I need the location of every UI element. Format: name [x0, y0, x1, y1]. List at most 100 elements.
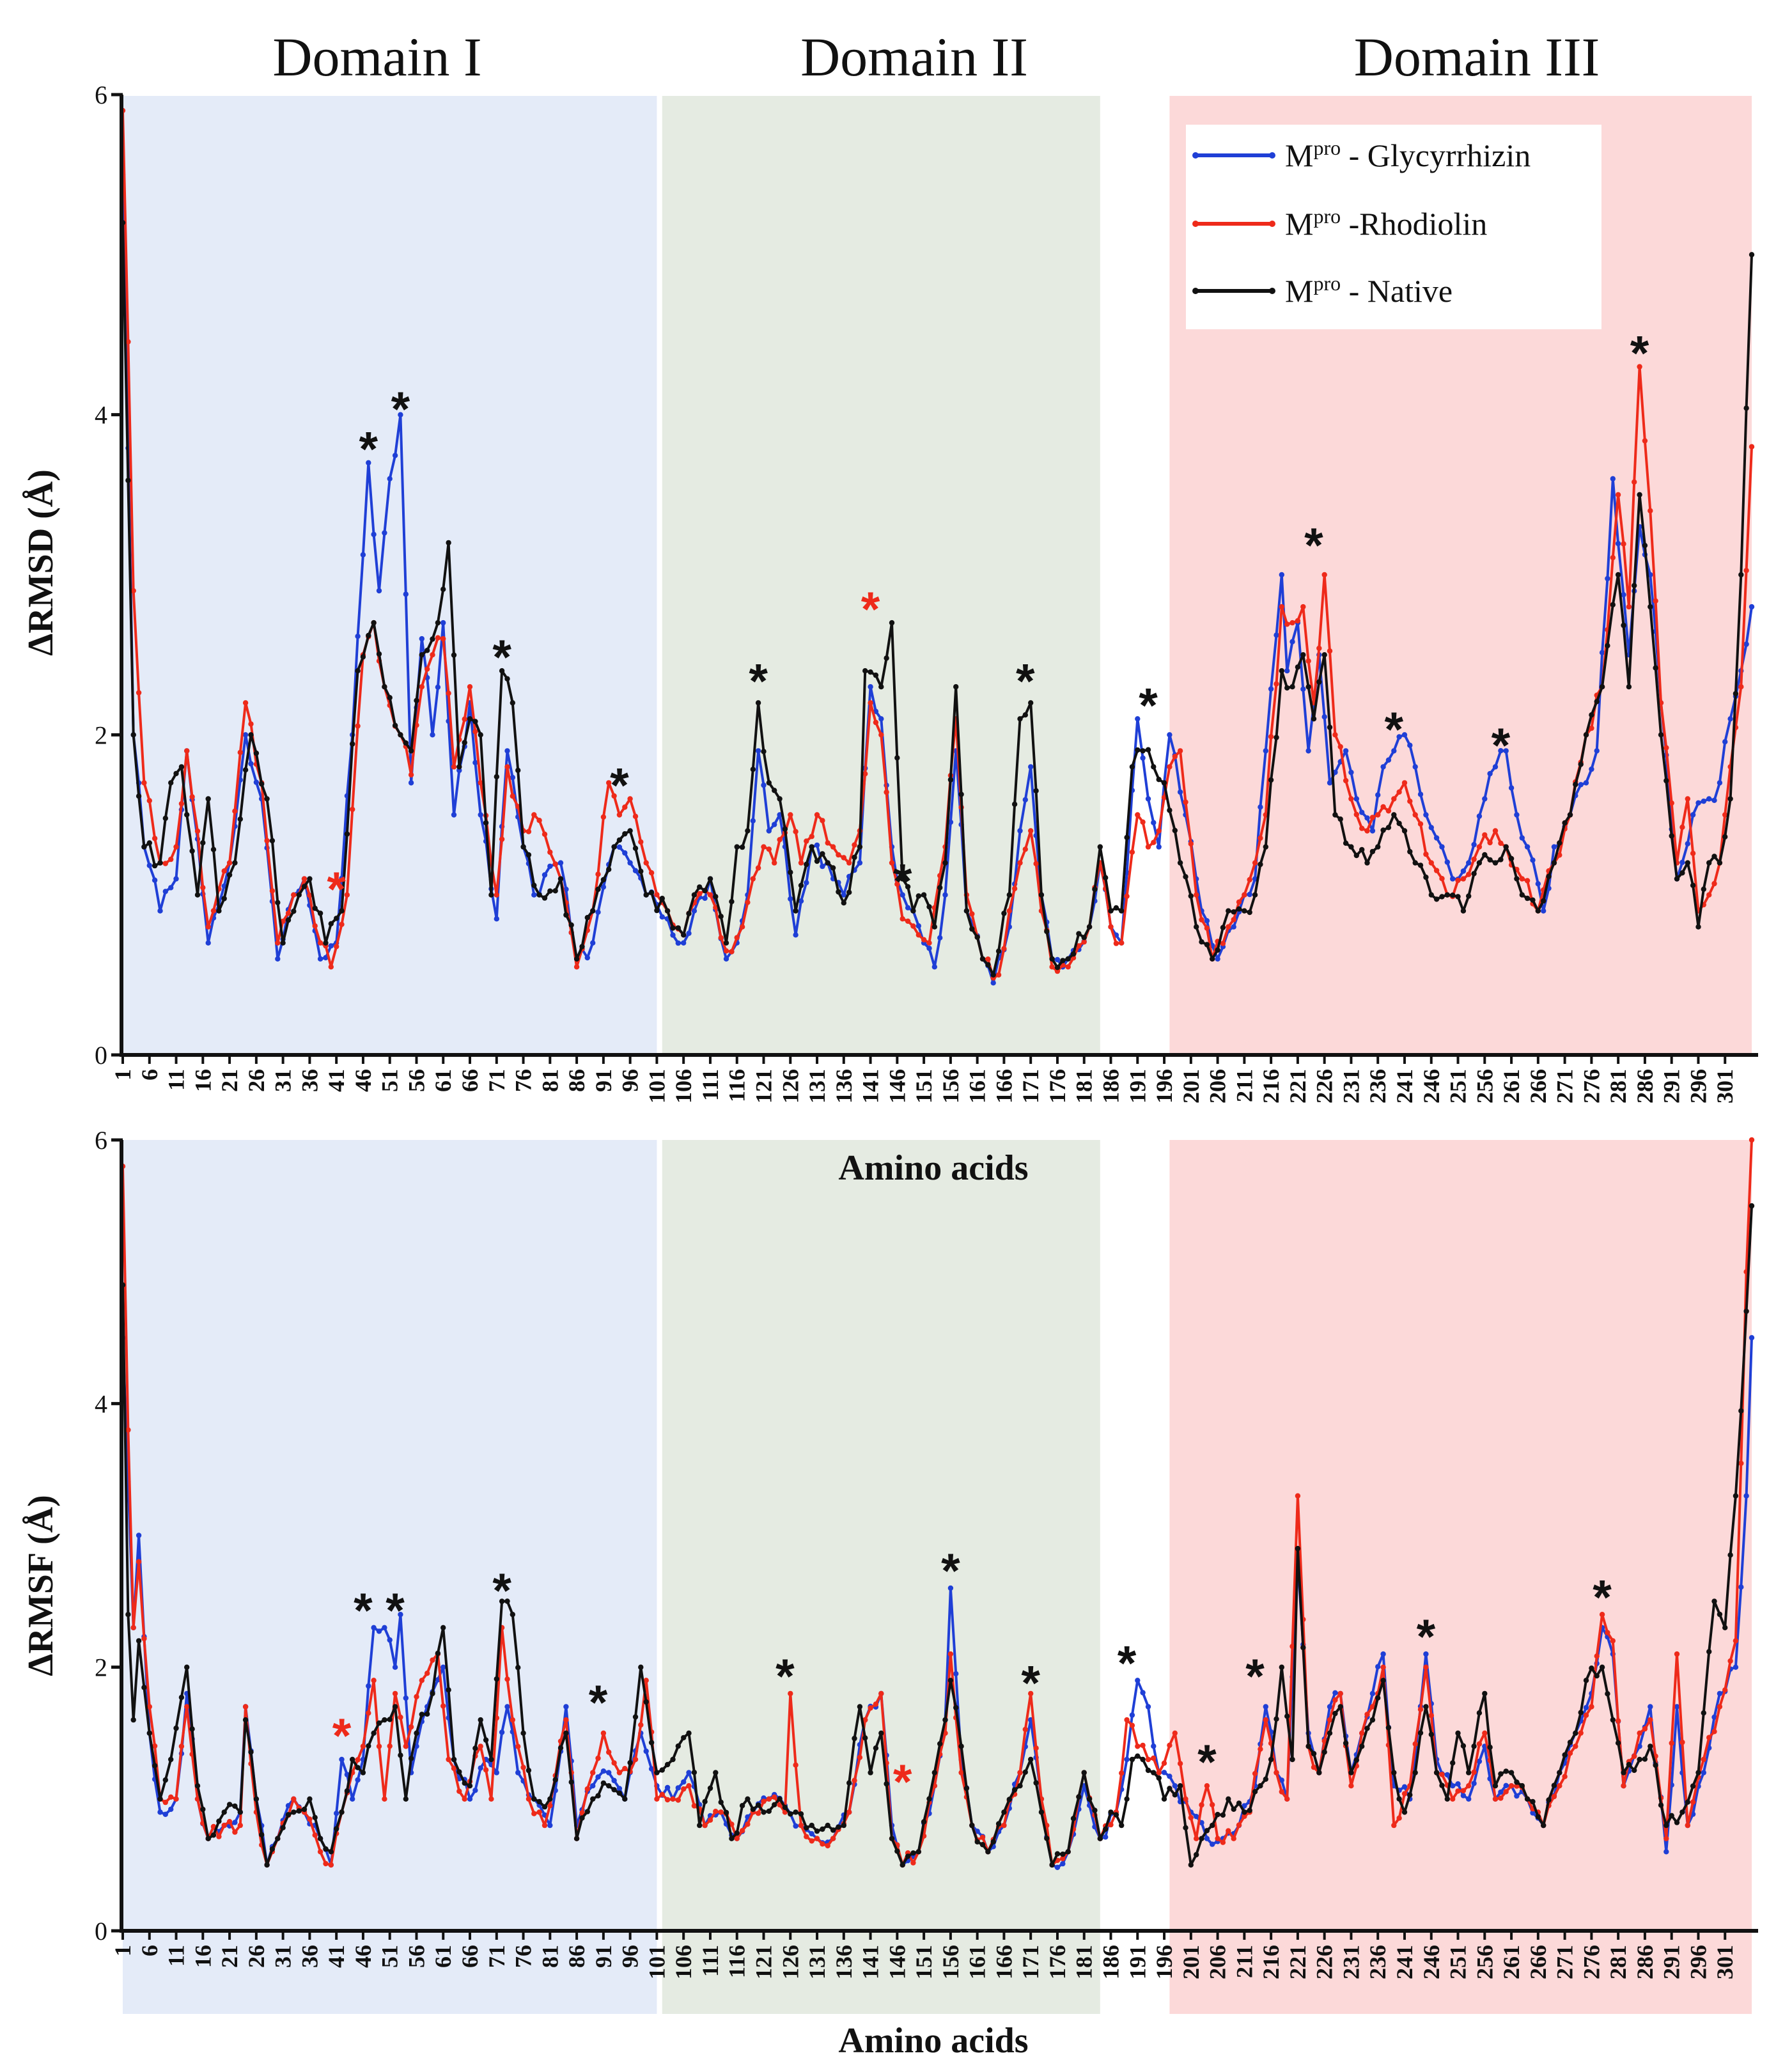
rmsd-point-native: [1199, 939, 1204, 945]
rmsf-point-glycyrrhizin: [1380, 1651, 1386, 1657]
rmsd-point-rhodiolin: [1380, 804, 1386, 810]
rmsd-point-rhodiolin: [194, 828, 201, 834]
rmsf-point-native: [990, 1839, 996, 1845]
rmsf-point-native: [1396, 1796, 1402, 1802]
rmsd-point-glycyrrhizin: [1364, 815, 1370, 821]
rmsf-point-glycyrrhizin: [1129, 1712, 1135, 1718]
rmsf-point-native: [531, 1796, 537, 1802]
rmsd-point-native: [1001, 910, 1007, 916]
rmsd-point-glycyrrhizin: [868, 684, 873, 690]
rmsd-point-native: [1279, 668, 1285, 674]
rmsd-point-native: [1337, 816, 1343, 822]
rmsf-point-native: [1412, 1770, 1418, 1775]
rmsf-point-rhodiolin: [1679, 1739, 1685, 1745]
rmsd-point-native: [1332, 812, 1338, 818]
rmsf-point-native: [995, 1821, 1002, 1827]
rmsd-point-rhodiolin: [173, 844, 179, 850]
rmsf-point-native: [1610, 1717, 1616, 1723]
rmsf-xtick-label: 116: [724, 1945, 750, 1978]
rmsd-point-native: [841, 900, 847, 906]
rmsf-point-rhodiolin: [1727, 1658, 1733, 1664]
rmsf-point-native: [1551, 1782, 1557, 1788]
rmsd-point-glycyrrhizin: [430, 732, 435, 738]
rmsf-xtick-label: 226: [1312, 1945, 1337, 1979]
legend-marker-glycyrrhizin: [1192, 152, 1199, 159]
rmsd-point-native: [350, 741, 355, 747]
rmsf-point-native: [1199, 1836, 1204, 1841]
rmsd-point-native: [1321, 651, 1327, 658]
rmsd-point-native: [1289, 684, 1295, 690]
rmsf-point-rhodiolin: [1685, 1822, 1690, 1829]
rmsd-point-native: [782, 826, 788, 832]
rmsf-point-native: [1439, 1782, 1445, 1788]
rmsf-point-native: [884, 1781, 889, 1787]
rmsd-point-rhodiolin: [1054, 968, 1061, 974]
rmsf-point-glycyrrhizin: [1583, 1704, 1589, 1711]
rmsd-point-native: [226, 872, 233, 878]
rmsd-point-native: [264, 796, 270, 802]
rmsd-point-rhodiolin: [846, 860, 852, 866]
rmsf-point-rhodiolin: [1567, 1751, 1573, 1756]
rmsf-point-glycyrrhizin: [643, 1748, 649, 1754]
rmsf-point-native: [1119, 1822, 1125, 1829]
rmsf-point-native: [1017, 1783, 1023, 1789]
rmsf-point-native: [852, 1735, 857, 1742]
rmsf-point-glycyrrhizin: [793, 1823, 799, 1829]
rmsd-point-rhodiolin: [1156, 828, 1162, 834]
rmsf-point-glycyrrhizin: [1161, 1770, 1167, 1775]
rmsf-xtick-label: 6: [137, 1945, 162, 1956]
rmsd-point-native: [1353, 852, 1359, 859]
rmsd-xtick-label: 206: [1205, 1069, 1231, 1104]
rmsf-point-native: [173, 1725, 179, 1731]
rmsd-point-rhodiolin: [1401, 780, 1408, 786]
rmsf-point-native: [499, 1598, 505, 1604]
rmsd-point-glycyrrhizin: [557, 860, 564, 866]
rmsf-point-rhodiolin: [1514, 1783, 1520, 1789]
rmsd-point-native: [670, 925, 676, 931]
rmsd-point-rhodiolin: [830, 844, 836, 850]
rmsd-point-native: [1594, 699, 1600, 705]
rmsd-point-rhodiolin: [921, 937, 927, 943]
rmsf-significance-star: *: [1245, 1650, 1265, 1704]
rmsf-point-rhodiolin: [873, 1701, 879, 1707]
rmsf-point-native: [745, 1796, 751, 1802]
rmsf-point-rhodiolin: [1289, 1643, 1295, 1650]
rmsf-point-native: [210, 1832, 217, 1838]
rmsd-point-rhodiolin: [793, 829, 799, 834]
rmsf-point-native: [969, 1822, 975, 1829]
rmsf-point-glycyrrhizin: [366, 1683, 371, 1689]
rmsd-significance-star: *: [610, 758, 629, 813]
rmsf-point-rhodiolin: [1348, 1783, 1354, 1789]
rmsf-point-glycyrrhizin: [563, 1704, 569, 1710]
rmsd-point-rhodiolin: [1300, 604, 1306, 610]
rmsd-point-glycyrrhizin: [1284, 668, 1290, 674]
rmsd-point-rhodiolin: [697, 891, 703, 897]
rmsf-point-glycyrrhizin: [953, 1671, 959, 1677]
rmsd-point-glycyrrhizin: [1690, 812, 1696, 818]
rmsf-point-native: [184, 1664, 190, 1670]
rmsd-point-rhodiolin: [1460, 876, 1467, 882]
rmsd-xtick-label: 281: [1605, 1069, 1631, 1104]
rmsf-point-native: [1028, 1756, 1034, 1763]
rmsf-point-native: [1546, 1797, 1552, 1803]
rmsd-point-rhodiolin: [547, 849, 553, 855]
rmsd-point-native: [1226, 908, 1231, 914]
rmsf-point-native: [873, 1745, 879, 1751]
rmsf-point-rhodiolin: [772, 1794, 777, 1800]
legend-text: - Native: [1341, 273, 1453, 309]
rmsf-point-rhodiolin: [1188, 1814, 1194, 1821]
rmsd-point-rhodiolin: [526, 829, 532, 834]
legend-sup: pro: [1313, 272, 1341, 295]
rmsf-point-rhodiolin: [809, 1838, 814, 1844]
rmsf-point-native: [793, 1809, 799, 1815]
rmsf-point-rhodiolin: [1321, 1738, 1327, 1744]
rmsd-point-rhodiolin: [900, 916, 905, 922]
rmsd-xtick-label: 16: [190, 1069, 215, 1092]
rmsd-point-rhodiolin: [1247, 877, 1252, 883]
rmsf-point-native: [820, 1826, 825, 1832]
rmsd-point-rhodiolin: [910, 923, 916, 929]
rmsf-point-rhodiolin: [210, 1823, 217, 1830]
rmsf-significance-star: *: [386, 1584, 405, 1638]
rmsd-point-rhodiolin: [654, 892, 660, 898]
rmsf-point-rhodiolin: [1167, 1742, 1173, 1748]
